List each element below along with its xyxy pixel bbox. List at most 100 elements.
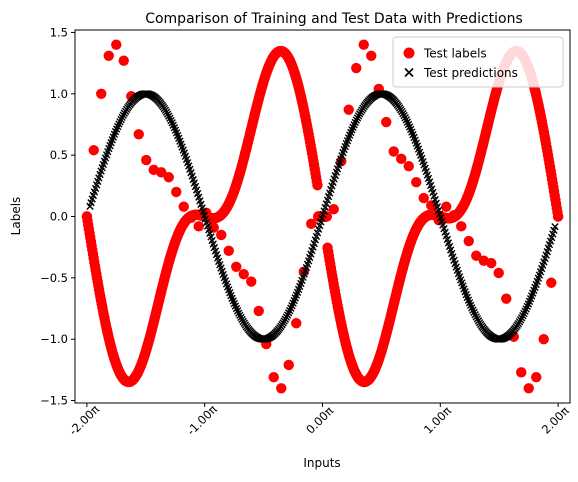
- x-marker-stroke: [196, 197, 204, 205]
- test-label-point: [403, 160, 414, 172]
- x-marker-stroke: [169, 121, 177, 129]
- test-label-point: [388, 146, 399, 157]
- x-marker-stroke: [400, 111, 408, 120]
- x-marker-stroke: [187, 168, 195, 177]
- x-marker-stroke: [405, 123, 414, 131]
- x-marker-stroke: [404, 120, 413, 129]
- x-marker-stroke: [418, 154, 426, 163]
- x-marker-stroke: [166, 114, 174, 123]
- x-marker-stroke: [449, 253, 457, 261]
- x-marker-stroke: [455, 273, 464, 281]
- x-marker-stroke: [177, 140, 185, 148]
- x-marker-stroke: [200, 211, 209, 219]
- test-label-point: [493, 267, 504, 279]
- x-marker-stroke: [201, 215, 210, 223]
- x-marker-stroke: [226, 289, 234, 297]
- x-marker-stroke: [165, 112, 173, 120]
- x-marker-stroke: [461, 288, 469, 296]
- x-marker-stroke: [195, 193, 203, 201]
- x-marker-stroke: [213, 254, 222, 262]
- test-label-point: [133, 129, 144, 140]
- x-marker-stroke: [216, 261, 224, 269]
- test-label-point: [441, 201, 452, 212]
- x-marker-stroke: [436, 214, 445, 222]
- x-marker-stroke: [230, 299, 238, 308]
- x-marker-stroke: [210, 243, 218, 252]
- x-marker-stroke: [180, 149, 189, 157]
- test-label-point: [208, 222, 219, 233]
- x-marker-stroke: [420, 161, 428, 169]
- x-marker-stroke: [193, 189, 202, 198]
- test-label-point: [546, 277, 557, 288]
- test-label-point: [141, 154, 152, 166]
- x-marker-stroke: [197, 200, 205, 209]
- y-tick-label: −1.0: [40, 332, 68, 346]
- x-marker-stroke: [188, 172, 196, 180]
- x-marker-stroke: [433, 203, 442, 211]
- x-marker-stroke: [441, 228, 449, 236]
- y-tick-label: −0.5: [40, 271, 68, 285]
- test-label-point: [291, 318, 302, 329]
- x-marker-stroke: [223, 283, 232, 291]
- test-prediction-point: [400, 111, 408, 120]
- x-marker-stroke: [172, 129, 181, 137]
- test-prediction-point: [282, 313, 291, 321]
- x-marker-stroke: [413, 142, 422, 150]
- x-marker-stroke: [469, 306, 477, 314]
- x-marker-stroke: [452, 263, 460, 271]
- x-marker-stroke: [222, 280, 231, 288]
- y-axis-label: Labels: [9, 197, 23, 236]
- x-marker-stroke: [410, 133, 418, 142]
- x-marker-stroke: [464, 296, 473, 304]
- x-marker-stroke: [171, 126, 180, 134]
- test-label-point: [186, 212, 197, 223]
- x-marker-stroke: [466, 301, 475, 309]
- x-marker-stroke: [227, 291, 235, 300]
- x-marker-stroke: [401, 113, 409, 122]
- test-prediction-point: [165, 112, 173, 120]
- x-marker-stroke: [181, 152, 190, 160]
- x-marker-stroke: [212, 250, 221, 259]
- y-tick-label: −1.5: [40, 394, 68, 408]
- x-marker-stroke: [179, 146, 187, 154]
- x-marker-stroke: [219, 270, 227, 279]
- x-marker-stroke: [215, 257, 223, 266]
- test-label-point: [231, 261, 242, 273]
- x-marker-stroke: [235, 309, 243, 317]
- test-label-point: [418, 192, 429, 204]
- test-label-point: [246, 276, 257, 287]
- test-label-point: [538, 334, 549, 345]
- x-marker-stroke: [232, 304, 241, 313]
- x-marker-stroke: [431, 195, 439, 204]
- y-tick-label: 1.0: [50, 87, 68, 101]
- series-test-predictions: [86, 90, 559, 343]
- x-marker-stroke: [407, 125, 415, 134]
- x-marker-stroke: [458, 279, 466, 287]
- test-label-point: [276, 383, 287, 394]
- x-marker-stroke: [430, 192, 438, 200]
- test-label-point: [111, 39, 122, 50]
- x-marker-stroke: [462, 290, 470, 299]
- x-marker-stroke: [217, 264, 225, 272]
- x-marker-stroke: [415, 148, 424, 156]
- test-label-point: [328, 203, 339, 215]
- x-marker-stroke: [168, 119, 176, 127]
- y-tick-label: 0.0: [50, 210, 68, 224]
- test-label-point: [81, 211, 93, 222]
- test-label-point: [381, 116, 392, 128]
- x-marker-stroke: [199, 207, 207, 216]
- test-prediction-point: [353, 114, 362, 122]
- x-marker-stroke: [434, 206, 443, 215]
- test-label-point: [268, 372, 279, 383]
- test-label-point: [96, 88, 107, 100]
- x-marker-stroke: [438, 217, 446, 226]
- x-marker-stroke: [218, 267, 226, 276]
- test-label-point: [88, 145, 99, 156]
- x-marker-stroke: [231, 302, 240, 310]
- x-marker-stroke: [454, 269, 463, 278]
- x-marker-stroke: [424, 174, 433, 183]
- x-marker-stroke: [208, 236, 216, 245]
- x-marker-stroke: [468, 304, 476, 312]
- x-marker-stroke: [417, 151, 425, 159]
